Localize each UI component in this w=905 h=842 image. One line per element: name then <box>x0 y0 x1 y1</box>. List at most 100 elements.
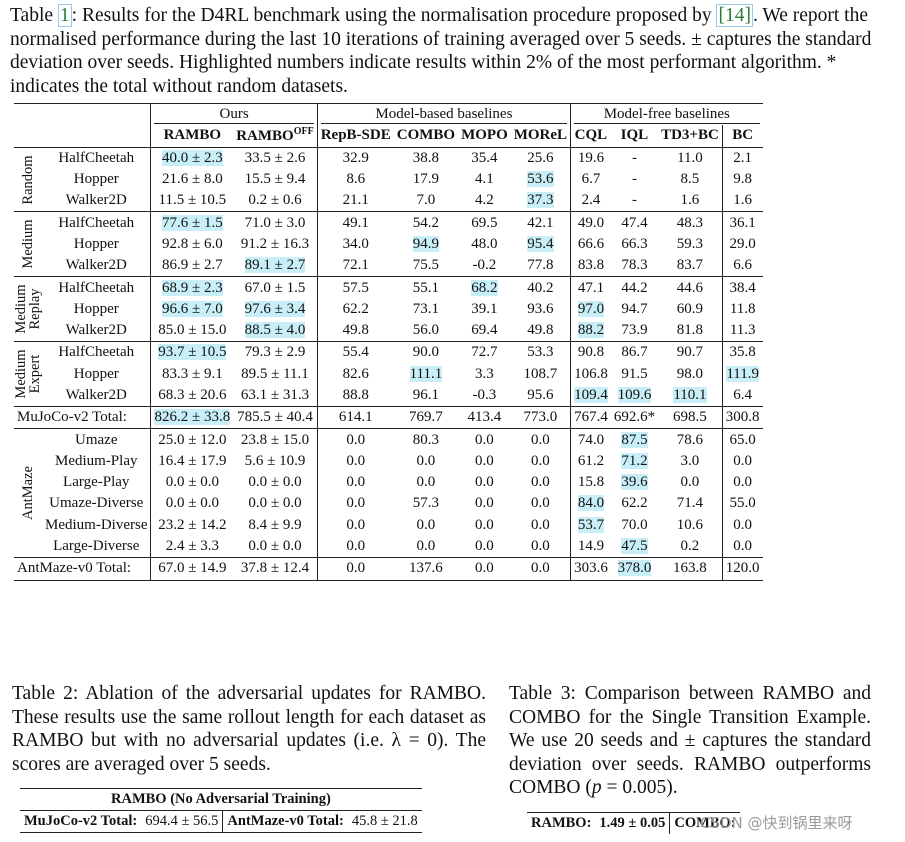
table1.antmaze.rows.0-cell: 87.5 <box>610 428 659 451</box>
table1.antmaze.rows.1-cell: 0.0 <box>394 451 458 472</box>
table1.blocks.2.rows.1-cell: 93.6 <box>511 299 571 320</box>
table1.blocks.3.rows.1-cell: 111.9 <box>721 363 763 385</box>
cell-value: 69.4 <box>471 322 498 339</box>
cell-value: 82.6 <box>342 365 369 382</box>
env-name: Medium-Diverse <box>45 516 148 533</box>
cell-value: 0.0 <box>346 431 366 448</box>
table1.blocks.3.rows.2-cell: 63.1 ± 31.3 <box>233 385 317 407</box>
table-row: Hopper 92.8 ± 6.0 91.2 ± 16.3 34.0 94.9 48.0 9… <box>14 233 763 256</box>
table1.antmaze_total-cell: 120.0 <box>721 557 763 581</box>
cell-value: 49.1 <box>342 214 369 231</box>
table1.antmaze.rows.2-cell: 15.8 <box>570 472 611 494</box>
table1.antmaze.rows.5-cell: 0.0 <box>511 536 571 558</box>
env-name: Walker2D <box>65 322 127 339</box>
table1.blocks.0.rows.1-cell: 9.8 <box>721 168 763 191</box>
cell-value: 67.0 ± 1.5 <box>244 279 306 296</box>
table1.blocks.3.rows.2-cell: 88.8 <box>316 384 394 407</box>
table1.antmaze.rows.3-cell: 0.0 <box>458 493 511 514</box>
table1.blocks.0.rows.2-cell: 37.3 <box>511 190 571 212</box>
table1.mujoco_total-cell: 300.8 <box>721 406 763 429</box>
block-label: Medium Replay <box>13 276 43 342</box>
table1.blocks.1.rows.0-cell: 71.0 ± 3.0 <box>233 211 318 234</box>
cell-value: 48.3 <box>676 214 704 231</box>
table1.blocks.0.rows.1-cell: 6.7 <box>570 168 611 191</box>
cell-value: 137.6 <box>409 560 443 577</box>
table-row: AntMaze Umaze 25.0 ± 12.0 23.8 ± 15.0 0.0 80.… <box>14 428 763 558</box>
cell-value: 0.0 <box>475 560 494 577</box>
block-label: Random <box>14 146 42 212</box>
cell-value: 44.2 <box>621 279 648 296</box>
table1.blocks.3.rows.1-cell: 98.0 <box>658 364 722 385</box>
table1.blocks.0.rows.1-cell: 17.9 <box>394 169 458 190</box>
table1.blocks.2.rows.2-cell: 88.2 <box>570 319 611 342</box>
table1.antmaze.rows.4-cell: 0.0 <box>394 515 458 536</box>
env-name: Walker2D <box>65 192 127 209</box>
cell-value: 109.6 <box>617 387 652 403</box>
table1.blocks.2.rows.2-cell: 73.9 <box>611 320 658 342</box>
table1.blocks.0.rows.2-cell: 21.1 <box>316 190 394 212</box>
cell-value: 0.0 <box>475 516 494 533</box>
cell-value: 106.8 <box>574 365 608 382</box>
env-name: Hopper <box>73 300 119 317</box>
cell-value: 0.0 <box>346 516 366 533</box>
table1.blocks.3.rows.2-cell: 6.4 <box>721 384 763 407</box>
cell-value: 35.8 <box>729 344 756 361</box>
cell-value: 11.5 ± 10.5 <box>158 192 227 209</box>
cell-value: 0.2 <box>680 538 700 555</box>
cell-value: 303.6 <box>574 560 608 577</box>
table-number-link[interactable]: 1 <box>57 4 72 27</box>
cell-value: 29.0 <box>729 235 756 252</box>
cell-value: - <box>631 149 637 166</box>
cell-value: 0.0 <box>346 474 366 491</box>
cell-value: 70.0 <box>621 516 648 533</box>
cell-value: 692.6* <box>613 409 656 426</box>
table1.antmaze.rows.0-cell: 0.0 <box>316 428 394 451</box>
table1.blocks.1.rows.2-cell: 86.9 ± 2.7 <box>150 255 234 277</box>
group-model-free: Model-free baselines <box>570 103 763 126</box>
table1.blocks.2.rows.0-cell: 68.9 ± 2.3 <box>150 276 234 299</box>
table1.blocks.2.rows.2-cell: 49.8 <box>316 319 394 342</box>
table2-caption: Table 2: Ablation of the adversarial upd… <box>12 683 486 775</box>
table1.blocks.0.rows.2-cell: 1.6 <box>721 190 763 212</box>
table1.blocks.0.rows.1-cell: 53.6 <box>511 169 571 190</box>
cell-value: 47.1 <box>577 279 605 296</box>
cell-value: 59.3 <box>676 235 704 252</box>
table1.blocks.3.rows.1-cell: 83.3 ± 9.1 <box>150 363 234 385</box>
table1.blocks.3.rows.0-cell: 55.4 <box>316 341 394 364</box>
table1.blocks.0.rows.1-cell: - <box>611 169 658 190</box>
cell-value: 35.4 <box>471 149 498 166</box>
cell-value: 53.6 <box>527 171 554 188</box>
cell-value: 84.0 <box>577 495 605 512</box>
table1.blocks.1.rows.2-cell: 83.8 <box>570 255 611 277</box>
table1.blocks.1.rows.2-cell: -0.2 <box>458 255 511 277</box>
cell-value: 93.6 <box>527 300 554 317</box>
cell-value: 11.3 <box>729 322 756 339</box>
cell-value: 94.7 <box>621 300 648 317</box>
table1.blocks.0.rows.0-cell: 33.5 ± 2.6 <box>233 146 318 169</box>
table1.antmaze.rows.2-cell: 39.6 <box>611 472 658 493</box>
table1.antmaze.rows.0-cell: 65.0 <box>721 428 763 451</box>
cell-value: 90.8 <box>577 344 605 361</box>
cell-value: 14.9 <box>577 538 605 555</box>
cell-value: 0.0 <box>531 538 550 555</box>
citation-link[interactable]: [14] <box>716 4 753 27</box>
table1.antmaze.rows.5-cell: 2.4 ± 3.3 <box>150 535 234 558</box>
cell-value: 47.4 <box>621 214 648 231</box>
cell-value: 11.8 <box>729 300 756 317</box>
cell-value: 87.5 <box>621 431 648 448</box>
col-td3bc: TD3+BC <box>661 127 719 144</box>
cell-value: 93.7 ± 10.5 <box>158 344 227 361</box>
table1.antmaze.rows.0-cell: 80.3 <box>393 428 459 451</box>
cell-value: 0.0 <box>733 538 753 555</box>
cell-value: 69.5 <box>471 214 498 231</box>
table1.blocks.2.rows.0-cell: 44.6 <box>658 276 723 299</box>
cell-value: 0.0 <box>475 538 494 555</box>
table1.blocks.0.rows.2-cell: 7.0 <box>394 190 458 212</box>
cell-value: 47.5 <box>621 538 648 555</box>
comparison-combo-label: COMBO: <box>674 815 736 831</box>
table1.blocks.2.rows.1-cell: 11.8 <box>721 298 763 320</box>
cell-value: 60.9 <box>676 300 704 317</box>
table1.blocks.3.rows.1-cell: 3.3 <box>458 364 511 385</box>
table1.antmaze.rows.4-cell: 70.0 <box>611 515 658 536</box>
table1.antmaze.rows.4-cell: 53.7 <box>570 514 611 536</box>
